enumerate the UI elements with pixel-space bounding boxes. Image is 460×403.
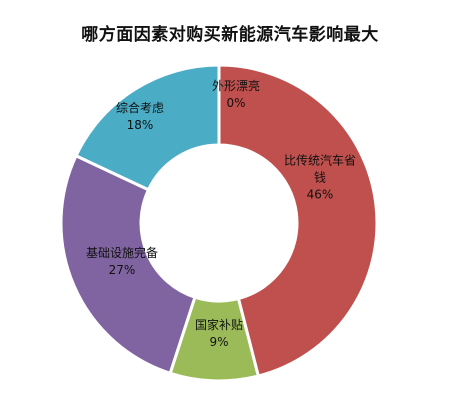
- donut-slice-1: [217, 63, 379, 378]
- slice-value-label: 46%: [307, 188, 334, 202]
- slice-label-2: 国家补贴 9%: [195, 317, 243, 349]
- slice-label-3: 基础设施完备 27%: [86, 245, 158, 277]
- slice-label-0: 外形漂亮 0%: [212, 78, 260, 110]
- slice-value-label: 27%: [109, 263, 136, 277]
- donut-slice-4: [74, 63, 221, 192]
- slice-category-label: 基础设施完备: [86, 245, 158, 260]
- slice-category-label: 钱: [314, 170, 326, 185]
- slice-value-label: 0%: [226, 96, 245, 110]
- slice-label-4: 综合考虑 18%: [116, 100, 164, 132]
- donut-slice-3: [59, 153, 197, 376]
- slice-value-label: 9%: [209, 335, 228, 349]
- slice-category-label: 外形漂亮: [212, 78, 260, 93]
- slice-category-label: 国家补贴: [195, 317, 243, 332]
- slice-category-label: 比传统汽车省: [284, 153, 356, 168]
- slice-value-label: 18%: [127, 118, 154, 132]
- slice-category-label: 综合考虑: [116, 100, 164, 115]
- chart-title: 哪方面因素对购买新能源汽车影响最大: [81, 25, 379, 45]
